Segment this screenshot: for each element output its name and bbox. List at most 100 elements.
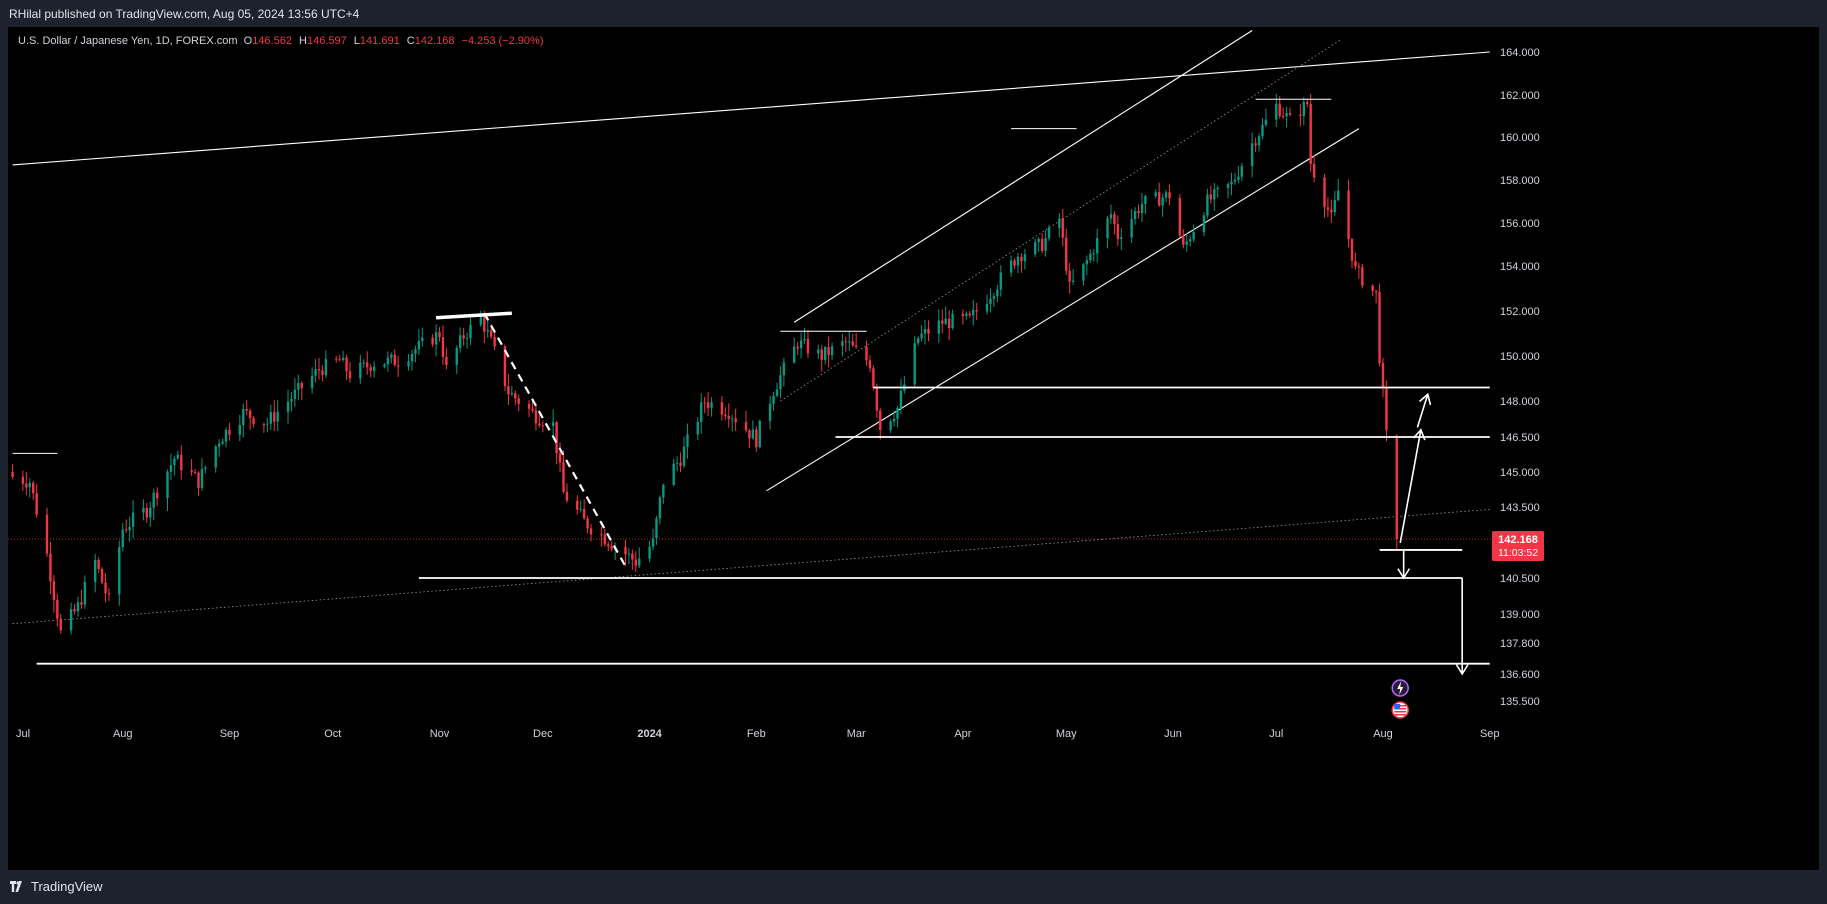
candle[interactable] <box>124 519 128 534</box>
candle[interactable] <box>1385 380 1388 442</box>
candle[interactable] <box>731 414 734 432</box>
candle[interactable] <box>1371 284 1374 296</box>
candle[interactable] <box>823 345 827 365</box>
candle[interactable] <box>221 438 224 445</box>
candle[interactable] <box>830 342 834 361</box>
candle[interactable] <box>1261 118 1264 140</box>
candle[interactable] <box>1085 255 1089 276</box>
candle[interactable] <box>369 364 372 378</box>
candle[interactable] <box>1288 107 1292 117</box>
candle[interactable] <box>386 351 390 372</box>
candle[interactable] <box>947 310 951 341</box>
candle[interactable] <box>634 551 637 572</box>
candle[interactable] <box>1157 182 1161 207</box>
candle[interactable] <box>1309 93 1312 172</box>
candle[interactable] <box>252 416 255 428</box>
candle[interactable] <box>434 324 438 357</box>
candle[interactable] <box>848 330 851 352</box>
candle[interactable] <box>242 403 245 438</box>
candle[interactable] <box>493 331 496 351</box>
candle[interactable] <box>76 596 80 617</box>
candle[interactable] <box>1361 263 1364 289</box>
candle[interactable] <box>479 310 483 327</box>
candle[interactable] <box>273 400 276 431</box>
candle[interactable] <box>262 422 266 433</box>
candle[interactable] <box>1130 208 1133 243</box>
candle[interactable] <box>1354 252 1357 270</box>
candle[interactable] <box>345 354 348 380</box>
candle[interactable] <box>965 311 968 320</box>
candle[interactable] <box>1230 172 1233 196</box>
candle[interactable] <box>1264 108 1268 127</box>
candle[interactable] <box>224 427 228 448</box>
candle[interactable] <box>59 614 62 634</box>
candle[interactable] <box>1133 207 1137 225</box>
candle[interactable] <box>703 396 706 414</box>
candle[interactable] <box>796 341 799 356</box>
candle[interactable] <box>779 366 782 399</box>
candle[interactable] <box>514 390 517 406</box>
candle[interactable] <box>1137 204 1140 219</box>
candle[interactable] <box>397 355 400 378</box>
candle[interactable] <box>131 500 135 539</box>
candle[interactable] <box>441 325 445 365</box>
candle[interactable] <box>975 302 978 321</box>
candle[interactable] <box>803 327 806 345</box>
candle[interactable] <box>772 391 775 411</box>
candle[interactable] <box>1299 103 1302 127</box>
candle[interactable] <box>651 528 655 551</box>
candle[interactable] <box>469 317 472 346</box>
candle[interactable] <box>1061 208 1064 247</box>
candle[interactable] <box>675 456 679 472</box>
candle[interactable] <box>1285 106 1288 128</box>
candle[interactable] <box>410 350 414 371</box>
candle[interactable] <box>658 495 662 525</box>
candle[interactable] <box>555 420 558 465</box>
candle[interactable] <box>851 333 854 347</box>
candle[interactable] <box>551 409 555 438</box>
candle[interactable] <box>1378 283 1381 367</box>
candle[interactable] <box>1257 133 1261 152</box>
candle[interactable] <box>366 351 369 375</box>
candle[interactable] <box>1209 185 1213 204</box>
candle[interactable] <box>193 468 197 475</box>
candle[interactable] <box>324 350 328 378</box>
candle[interactable] <box>83 575 87 609</box>
candle[interactable] <box>562 450 565 494</box>
bold-top-line[interactable] <box>435 311 512 320</box>
candle[interactable] <box>1188 235 1192 247</box>
candle[interactable] <box>1068 262 1071 294</box>
candle[interactable] <box>875 383 879 418</box>
candle[interactable] <box>317 358 321 380</box>
candle[interactable] <box>1168 184 1171 206</box>
candle[interactable] <box>903 376 906 394</box>
candle[interactable] <box>245 400 248 416</box>
candle[interactable] <box>724 407 727 421</box>
candle[interactable] <box>166 469 169 511</box>
candle[interactable] <box>142 499 145 521</box>
candle[interactable] <box>820 344 823 372</box>
event-bolt-icon[interactable] <box>1391 679 1409 697</box>
candle[interactable] <box>792 337 796 364</box>
candle[interactable] <box>576 495 579 515</box>
candle[interactable] <box>176 450 180 460</box>
candle[interactable] <box>1213 183 1216 212</box>
candle[interactable] <box>293 378 297 407</box>
candle[interactable] <box>1092 249 1095 262</box>
candle[interactable] <box>589 524 593 542</box>
candle[interactable] <box>1240 162 1244 182</box>
candle[interactable] <box>1044 230 1047 257</box>
candle[interactable] <box>45 507 49 557</box>
candle[interactable] <box>868 355 872 373</box>
price-axis[interactable]: 164.000 162.000 160.000 158.000 156.000 154.0… <box>1500 47 1540 708</box>
candle[interactable] <box>600 526 603 547</box>
dotted-trend-line[interactable] <box>12 509 1490 625</box>
candle[interactable] <box>1326 197 1330 217</box>
candle[interactable] <box>1347 179 1350 248</box>
candle[interactable] <box>607 541 610 552</box>
candle[interactable] <box>913 336 916 389</box>
arrow-drawing[interactable] <box>1397 549 1411 580</box>
candle[interactable] <box>775 382 779 398</box>
candle[interactable] <box>359 354 362 384</box>
candle[interactable] <box>1395 434 1398 551</box>
